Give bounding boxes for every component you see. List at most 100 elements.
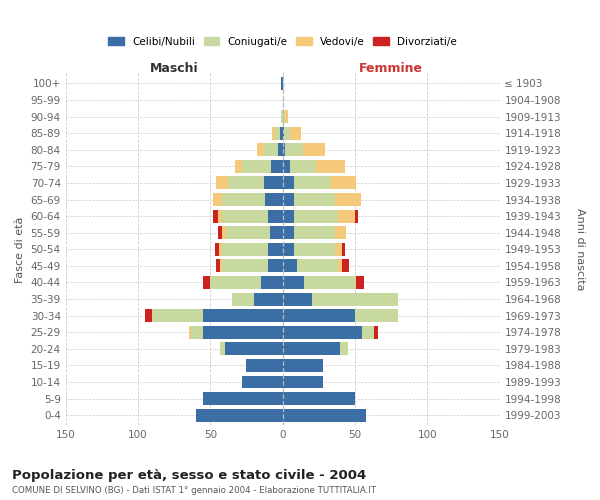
Bar (283, 292, 311, 306)
Bar (268, 210, 283, 222)
Bar (356, 276, 364, 289)
Bar (283, 210, 294, 222)
Bar (297, 260, 338, 272)
Bar (203, 326, 283, 338)
Text: COMUNE DI SELVINO (BG) - Dati ISTAT 1° gennaio 2004 - Elaborazione TUTTITALIA.IT: COMUNE DI SELVINO (BG) - Dati ISTAT 1° g… (12, 486, 376, 495)
Bar (342, 243, 345, 256)
Bar (210, 276, 261, 289)
Bar (257, 144, 264, 156)
Bar (268, 260, 283, 272)
Bar (283, 392, 355, 405)
Bar (222, 193, 265, 206)
Bar (254, 292, 283, 306)
Bar (283, 408, 367, 422)
Bar (280, 126, 283, 140)
Bar (227, 176, 264, 190)
Bar (283, 193, 294, 206)
Bar (342, 260, 349, 272)
Bar (331, 176, 356, 190)
Bar (286, 144, 303, 156)
Bar (283, 359, 323, 372)
Bar (362, 326, 374, 338)
Bar (275, 126, 280, 140)
Bar (215, 243, 219, 256)
Bar (242, 160, 271, 173)
Bar (196, 408, 283, 422)
Bar (188, 326, 191, 338)
Bar (220, 342, 225, 355)
Bar (222, 226, 226, 239)
Bar (283, 160, 290, 173)
Y-axis label: Fasce di età: Fasce di età (15, 216, 25, 282)
Bar (283, 243, 294, 256)
Bar (374, 326, 378, 338)
Bar (218, 226, 222, 239)
Bar (355, 309, 398, 322)
Bar (294, 176, 331, 190)
Bar (283, 276, 304, 289)
Bar (340, 342, 347, 355)
Bar (218, 210, 222, 222)
Bar (261, 276, 283, 289)
Bar (264, 144, 278, 156)
Bar (290, 126, 301, 140)
Bar (303, 144, 325, 156)
Bar (294, 193, 335, 206)
Bar (222, 210, 268, 222)
Bar (152, 309, 203, 322)
Text: Popolazione per età, sesso e stato civile - 2004: Popolazione per età, sesso e stato civil… (12, 468, 366, 481)
Bar (203, 392, 283, 405)
Bar (355, 210, 358, 222)
Bar (264, 176, 283, 190)
Legend: Celibi/Nubili, Coniugati/e, Vedovi/e, Divorziati/e: Celibi/Nubili, Coniugati/e, Vedovi/e, Di… (109, 36, 457, 46)
Bar (232, 292, 254, 306)
Bar (235, 160, 242, 173)
Bar (281, 77, 283, 90)
Text: Maschi: Maschi (150, 62, 199, 75)
Bar (283, 226, 294, 239)
Bar (268, 243, 283, 256)
Bar (222, 260, 268, 272)
Bar (225, 342, 283, 355)
Bar (283, 376, 323, 388)
Y-axis label: Anni di nascita: Anni di nascita (575, 208, 585, 290)
Bar (284, 126, 290, 140)
Bar (290, 160, 316, 173)
Bar (283, 260, 297, 272)
Bar (213, 210, 218, 222)
Bar (304, 276, 355, 289)
Bar (355, 276, 356, 289)
Bar (278, 144, 283, 156)
Bar (294, 243, 335, 256)
Bar (335, 243, 342, 256)
Bar (283, 126, 284, 140)
Bar (283, 176, 294, 190)
Bar (242, 376, 283, 388)
Bar (247, 359, 283, 372)
Bar (145, 309, 152, 322)
Bar (311, 292, 398, 306)
Bar (191, 326, 203, 338)
Bar (283, 326, 362, 338)
Bar (220, 260, 222, 272)
Bar (281, 110, 283, 123)
Bar (269, 226, 283, 239)
Bar (203, 276, 210, 289)
Bar (219, 243, 222, 256)
Bar (271, 160, 283, 173)
Bar (216, 260, 220, 272)
Bar (286, 110, 289, 123)
Bar (213, 193, 222, 206)
Bar (283, 342, 340, 355)
Bar (294, 210, 338, 222)
Text: Femmine: Femmine (359, 62, 423, 75)
Bar (335, 193, 361, 206)
Bar (335, 226, 346, 239)
Bar (283, 110, 286, 123)
Bar (226, 226, 269, 239)
Bar (283, 144, 286, 156)
Bar (294, 226, 335, 239)
Bar (216, 176, 227, 190)
Bar (316, 160, 345, 173)
Bar (265, 193, 283, 206)
